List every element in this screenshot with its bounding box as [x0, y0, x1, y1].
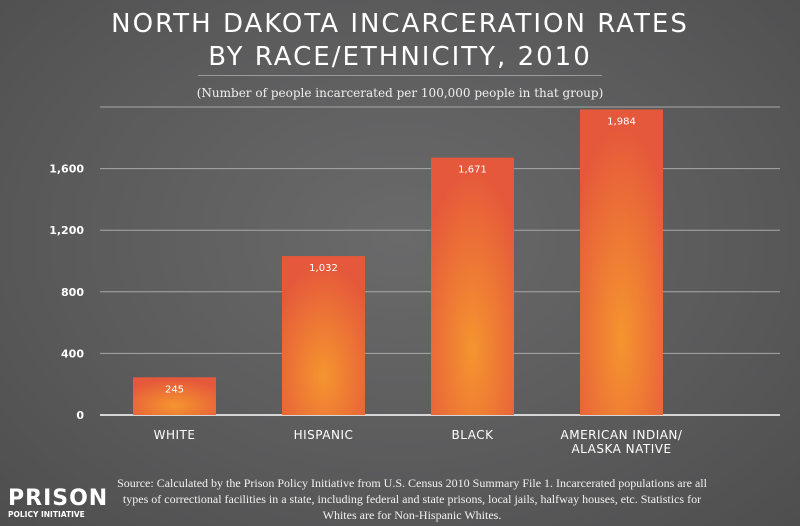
chart-title: NORTH DAKOTA INCARCERATION RATES BY RACE/…: [0, 8, 800, 74]
x-tick-label: BLACK: [452, 428, 495, 442]
data-label: 245: [165, 384, 184, 395]
source-note: Source: Calculated by the Prison Policy …: [117, 476, 707, 522]
title-line-1: NORTH DAKOTA INCARCERATION RATES: [111, 9, 689, 39]
prison-policy-initiative-logo: PRISON POLICY INITIATIVE: [8, 486, 109, 520]
bar: [431, 157, 514, 415]
bar: [133, 377, 216, 415]
chart-subtitle: (Number of people incarcerated per 100,0…: [196, 86, 604, 100]
bar: [282, 256, 365, 415]
y-tick-label: 0: [76, 409, 84, 422]
title-line-2: BY RACE/ETHNICITY, 2010: [208, 42, 592, 72]
data-label: 1,984: [607, 116, 636, 127]
x-tick-label: HISPANIC: [294, 428, 354, 442]
x-tick-label: WHITE: [154, 428, 196, 442]
x-tick-label: AMERICAN INDIAN/: [561, 428, 683, 442]
y-tick-label: 400: [61, 347, 84, 360]
x-tick-label: ALASKA NATIVE: [571, 442, 671, 456]
data-label: 1,671: [458, 165, 487, 176]
y-tick-label: 800: [61, 286, 84, 299]
bar: [580, 109, 663, 416]
y-tick-label: 1,600: [49, 163, 84, 176]
title-divider: [198, 75, 602, 76]
y-tick-label: 1,200: [49, 224, 84, 237]
data-label: 1,032: [309, 263, 338, 274]
